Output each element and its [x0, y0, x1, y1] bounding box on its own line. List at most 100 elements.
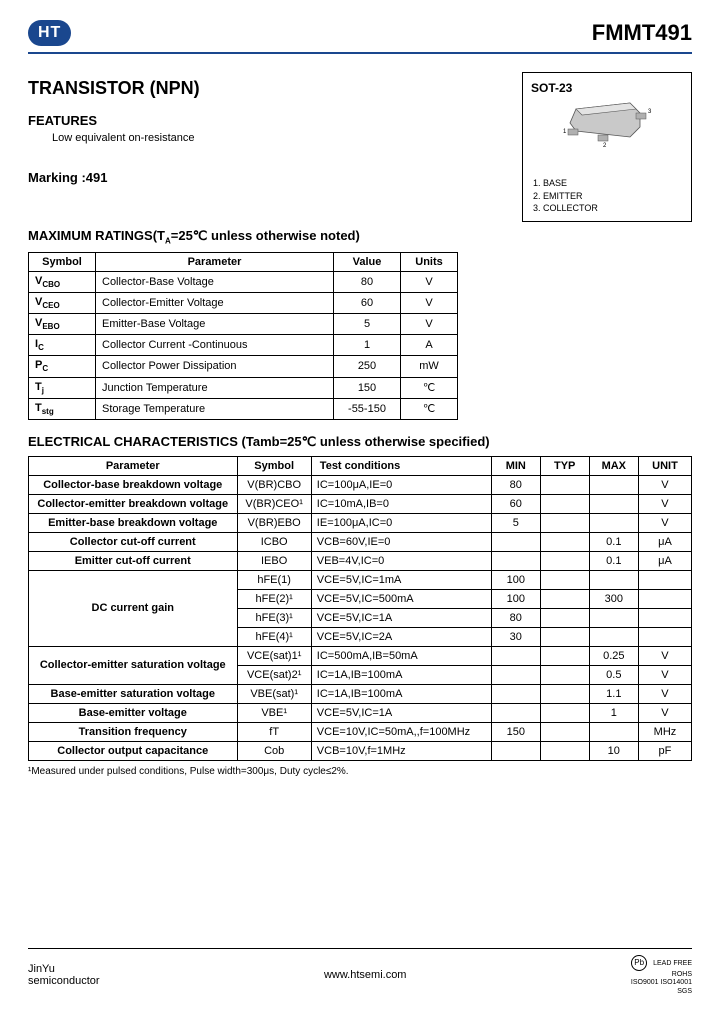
elec-typ	[540, 627, 589, 646]
elec-param: DC current gain	[29, 570, 238, 646]
rating-unit: V	[401, 313, 458, 334]
pin-3: 3. COLLECTOR	[533, 202, 598, 215]
elec-unit: MHz	[638, 722, 691, 741]
elec-min	[491, 684, 540, 703]
elec-test: VCE=5V,IC=500mA	[311, 589, 491, 608]
elec-typ	[540, 494, 589, 513]
elec-param: Collector cut-off current	[29, 532, 238, 551]
elec-param: Collector output capacitance	[29, 741, 238, 760]
elec-max	[589, 513, 638, 532]
elec-typ	[540, 608, 589, 627]
elec-test: IC=500mA,IB=50mA	[311, 646, 491, 665]
feature-item: Low equivalent on-resistance	[52, 132, 502, 144]
elec-sym: IEBO	[237, 551, 311, 570]
elec-min: 5	[491, 513, 540, 532]
elec-typ	[540, 532, 589, 551]
rating-val: -55-150	[334, 398, 401, 419]
rating-val: 250	[334, 356, 401, 377]
th-unit: UNIT	[638, 456, 691, 475]
elec-unit: V	[638, 684, 691, 703]
rating-val: 150	[334, 377, 401, 398]
elec-unit: V	[638, 646, 691, 665]
th-test: Test conditions	[311, 456, 491, 475]
elec-max: 300	[589, 589, 638, 608]
elec-typ	[540, 513, 589, 532]
rating-unit: ℃	[401, 398, 458, 419]
elec-max	[589, 722, 638, 741]
elec-test: VCB=10V,f=1MHz	[311, 741, 491, 760]
svg-text:1: 1	[563, 129, 567, 135]
svg-text:3: 3	[648, 109, 652, 115]
elec-test: IE=100μA,IC=0	[311, 513, 491, 532]
footer-left: JinYu semiconductor	[28, 963, 100, 987]
elec-max: 1.1	[589, 684, 638, 703]
elec-sym: V(BR)EBO	[237, 513, 311, 532]
rating-val: 60	[334, 292, 401, 313]
elec-unit	[638, 608, 691, 627]
svg-text:2: 2	[603, 143, 607, 147]
logo: HT	[28, 20, 71, 46]
th-typ: TYP	[540, 456, 589, 475]
elec-sym: VBE(sat)¹	[237, 684, 311, 703]
rating-unit: V	[401, 271, 458, 292]
rating-sym: VEBO	[29, 313, 96, 334]
rating-param: Storage Temperature	[96, 398, 334, 419]
elec-sym: VCE(sat)2¹	[237, 665, 311, 684]
elec-max: 0.1	[589, 551, 638, 570]
elec-unit	[638, 570, 691, 589]
elec-min: 60	[491, 494, 540, 513]
pin-2: 2. EMITTER	[533, 190, 598, 203]
elec-min: 100	[491, 589, 540, 608]
elec-min	[491, 741, 540, 760]
elec-typ	[540, 551, 589, 570]
elec-typ	[540, 741, 589, 760]
elec-test: IC=1A,IB=100mA	[311, 665, 491, 684]
elec-min	[491, 532, 540, 551]
elec-sym: VCE(sat)1¹	[237, 646, 311, 665]
elec-sym: hFE(3)¹	[237, 608, 311, 627]
elec-max	[589, 570, 638, 589]
footer-center: www.htsemi.com	[324, 969, 407, 981]
rating-sym: Tstg	[29, 398, 96, 419]
elec-param: Emitter-base breakdown voltage	[29, 513, 238, 532]
footer: JinYu semiconductor www.htsemi.com Pb LE…	[28, 948, 692, 996]
elec-max: 1	[589, 703, 638, 722]
elec-title: ELECTRICAL CHARACTERISTICS (Tamb=25℃ unl…	[28, 434, 692, 450]
elec-sym: V(BR)CEO¹	[237, 494, 311, 513]
ratings-table: Symbol Parameter Value Units VCBO Collec…	[28, 252, 458, 420]
pb-free-icon: Pb	[631, 955, 647, 971]
rating-sym: IC	[29, 335, 96, 356]
elec-typ	[540, 722, 589, 741]
elec-min: 150	[491, 722, 540, 741]
th-sym: Symbol	[237, 456, 311, 475]
datasheet-page: HT FMMT491 TRANSISTOR (NPN) FEATURES Low…	[0, 0, 720, 1012]
elec-sym: V(BR)CBO	[237, 475, 311, 494]
elec-param: Base-emitter saturation voltage	[29, 684, 238, 703]
elec-param: Collector-base breakdown voltage	[29, 475, 238, 494]
rating-unit: A	[401, 335, 458, 356]
th-symbol: Symbol	[29, 252, 96, 271]
th-param: Parameter	[29, 456, 238, 475]
rating-param: Collector-Emitter Voltage	[96, 292, 334, 313]
rating-unit: mW	[401, 356, 458, 377]
elec-min: 100	[491, 570, 540, 589]
elec-sym: Cob	[237, 741, 311, 760]
elec-test: VCE=5V,IC=2A	[311, 627, 491, 646]
th-unit: Units	[401, 252, 458, 271]
elec-typ	[540, 589, 589, 608]
elec-sym: hFE(1)	[237, 570, 311, 589]
rating-param: Junction Temperature	[96, 377, 334, 398]
rating-sym: PC	[29, 356, 96, 377]
elec-typ	[540, 684, 589, 703]
features-heading: FEATURES	[28, 113, 502, 128]
rating-val: 80	[334, 271, 401, 292]
elec-unit: V	[638, 494, 691, 513]
elec-test: VCE=5V,IC=1A	[311, 608, 491, 627]
elec-max	[589, 608, 638, 627]
elec-max: 0.5	[589, 665, 638, 684]
elec-max: 10	[589, 741, 638, 760]
elec-max	[589, 627, 638, 646]
elec-max	[589, 494, 638, 513]
part-number: FMMT491	[592, 20, 692, 46]
elec-test: VCE=5V,IC=1mA	[311, 570, 491, 589]
